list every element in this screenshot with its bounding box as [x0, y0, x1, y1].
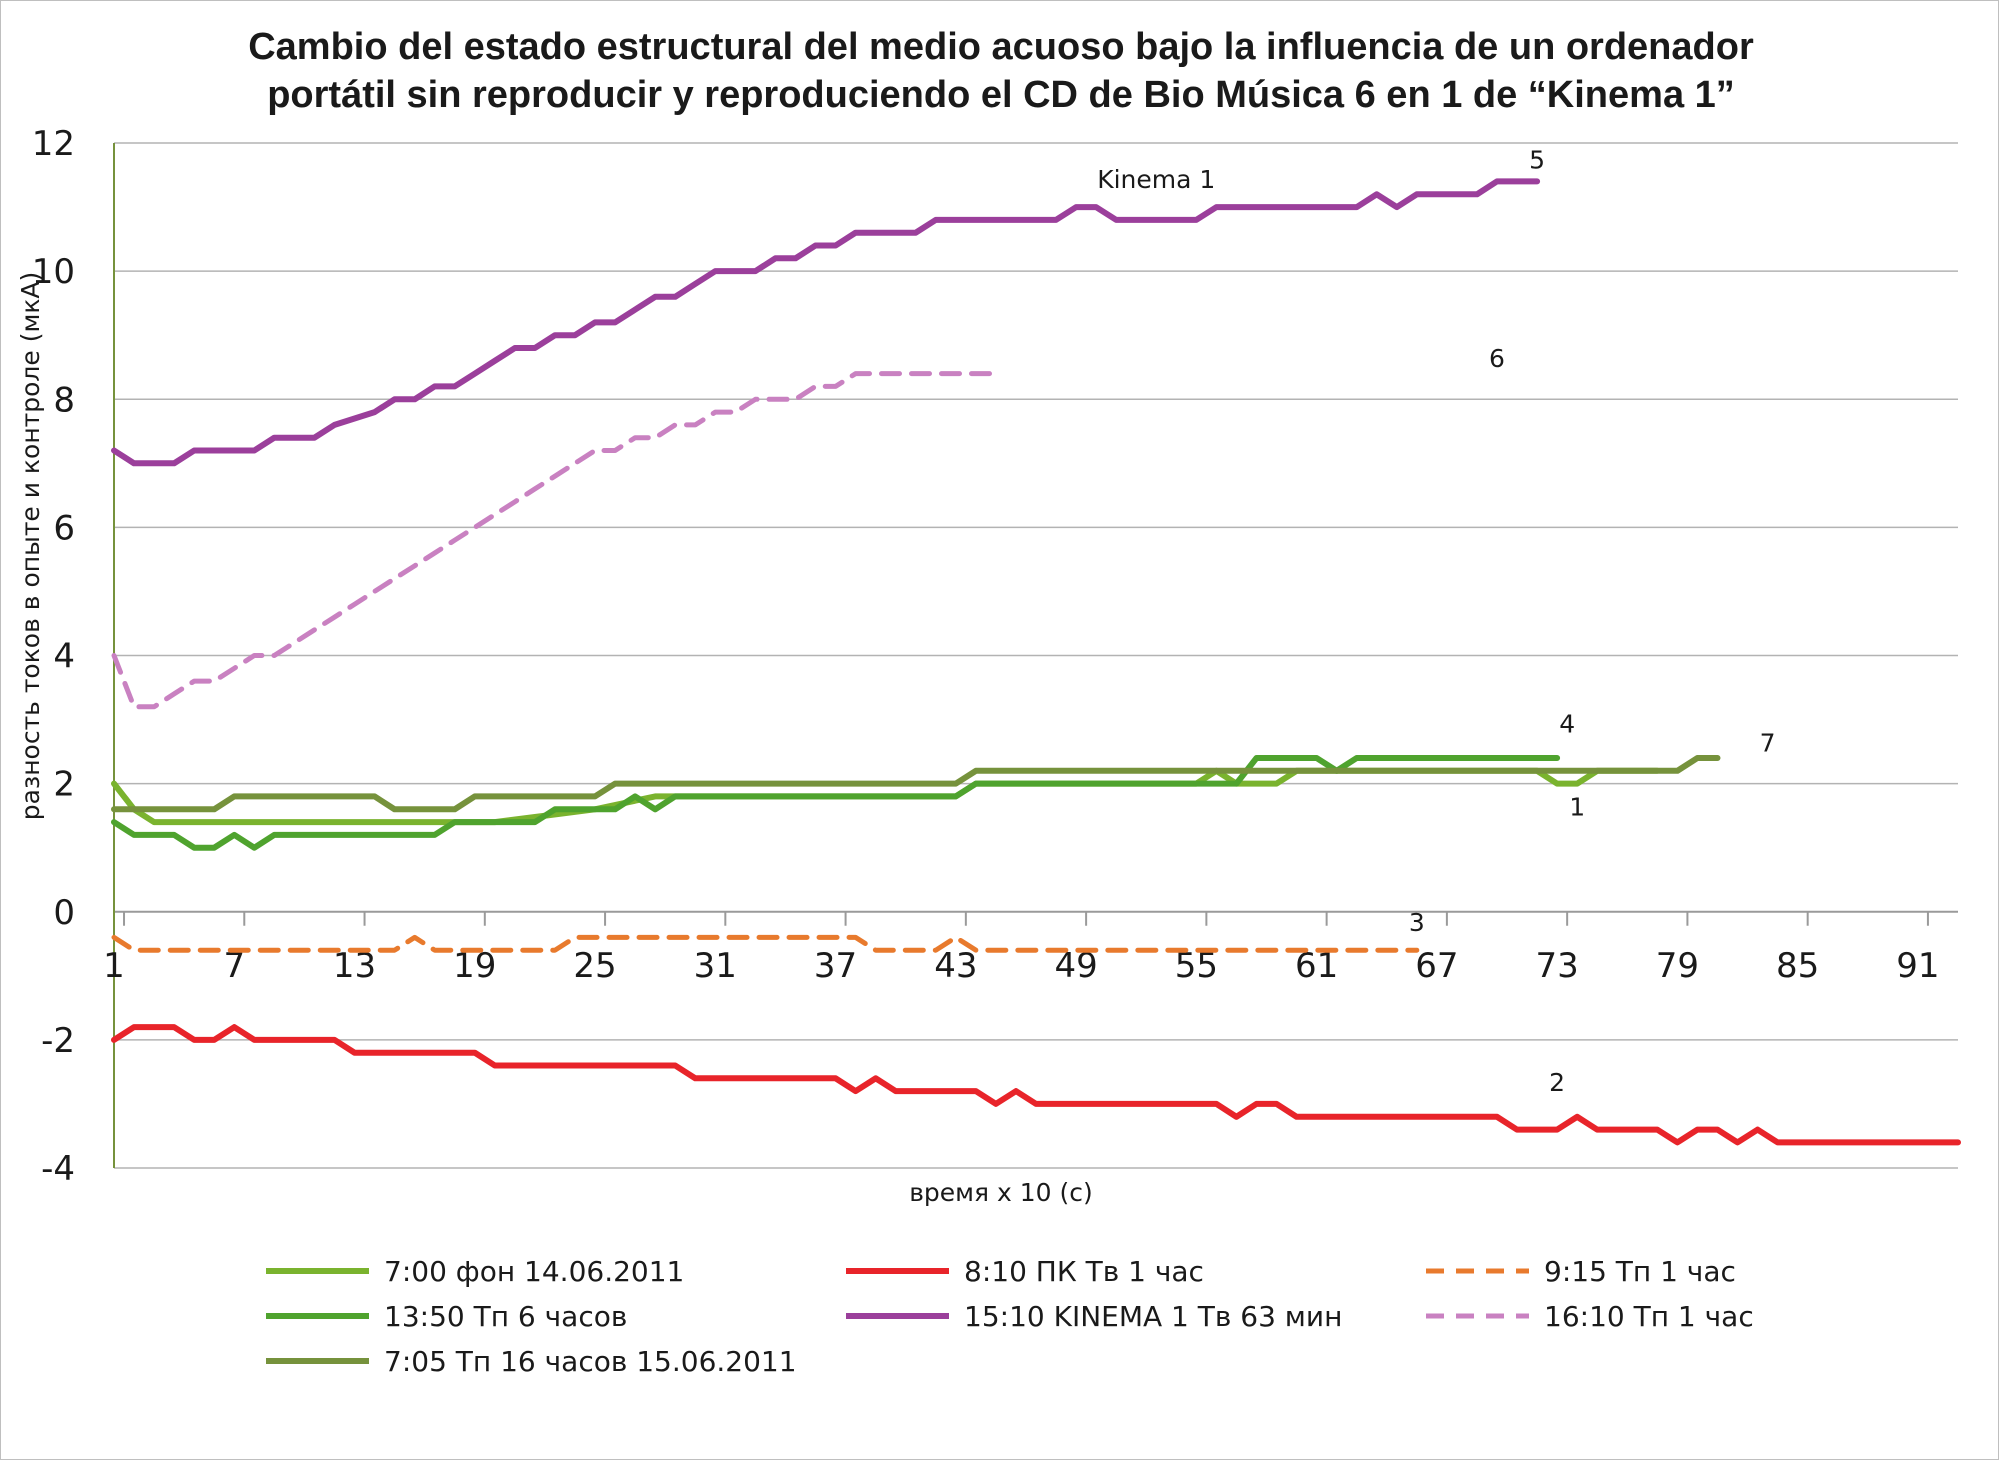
y-tick-label: 2 — [53, 765, 75, 805]
x-tick-label: 67 — [1415, 946, 1458, 986]
y-tick-label: 0 — [53, 893, 75, 933]
chart-title-line2: portátil sin reproducir y reproduciendo … — [267, 74, 1735, 116]
series-line-6 — [111, 371, 999, 710]
x-tick-label: 1 — [103, 946, 125, 986]
series-line-7 — [111, 755, 1721, 813]
legend-label: 13:50 Тп 6 часов — [384, 1300, 627, 1333]
y-tick-label: -2 — [41, 1021, 75, 1061]
legend-label: 15:10 KINEMA 1 Тв 63 мин — [964, 1300, 1342, 1333]
gridlines — [114, 142, 1958, 1169]
series-line-2 — [111, 1024, 1961, 1146]
x-tick-label: 79 — [1656, 946, 1699, 986]
annotation-label: 3 — [1409, 908, 1425, 937]
x-tick-label: 73 — [1535, 946, 1578, 986]
legend-label: 8:10 ПК Тв 1 час — [964, 1255, 1204, 1288]
y-tick-label: 6 — [53, 508, 75, 548]
x-tick-label: 43 — [934, 946, 977, 986]
x-tick-label: 25 — [573, 946, 616, 986]
x-tick-label: 85 — [1776, 946, 1819, 986]
annotation-label: 7 — [1760, 729, 1776, 758]
annotations: Kinema 1 5 6 4 7 1 3 2 — [1097, 146, 1775, 1098]
annotation-label: 6 — [1489, 344, 1505, 373]
y-tick-label: 10 — [32, 252, 75, 292]
x-tick-label: 7 — [223, 946, 245, 986]
x-tick-label: 37 — [814, 946, 857, 986]
annotation-label: 2 — [1549, 1068, 1565, 1097]
annotation-label: 4 — [1559, 709, 1575, 738]
y-tick-label: 4 — [53, 637, 75, 677]
y-tick-label: 12 — [32, 124, 75, 164]
y-tick-label: 8 — [53, 380, 75, 420]
y-tick-label: -4 — [41, 1149, 75, 1189]
annotation-label: 5 — [1529, 146, 1545, 175]
x-tick-label: 31 — [694, 946, 737, 986]
chart-title-line1: Cambio del estado estructural del medio … — [248, 26, 1754, 68]
legend-label: 9:15 Тп 1 час — [1544, 1255, 1736, 1288]
series-line-5 — [111, 178, 1541, 467]
series-lines — [111, 178, 1961, 1146]
legend-label: 7:00 фон 14.06.2011 — [384, 1255, 684, 1288]
x-tick-label: 91 — [1896, 946, 1939, 986]
annotation-label: Kinema 1 — [1097, 165, 1215, 194]
legend-label: 16:10 Тп 1 час — [1544, 1300, 1754, 1333]
series-line-4 — [111, 755, 1561, 851]
x-axis-label: время х 10 (с) — [909, 1178, 1093, 1207]
legend: 7:00 фон 14.06.2011 8:10 ПК Тв 1 час 9:15 … — [266, 1255, 1754, 1378]
legend-label: 7:05 Тп 16 часов 15.06.2011 — [384, 1345, 797, 1378]
series-line-3 — [111, 934, 1420, 953]
y-axis-label: разность токов в опыте и контроле (мкА) — [16, 272, 45, 821]
annotation-label: 1 — [1569, 793, 1585, 822]
